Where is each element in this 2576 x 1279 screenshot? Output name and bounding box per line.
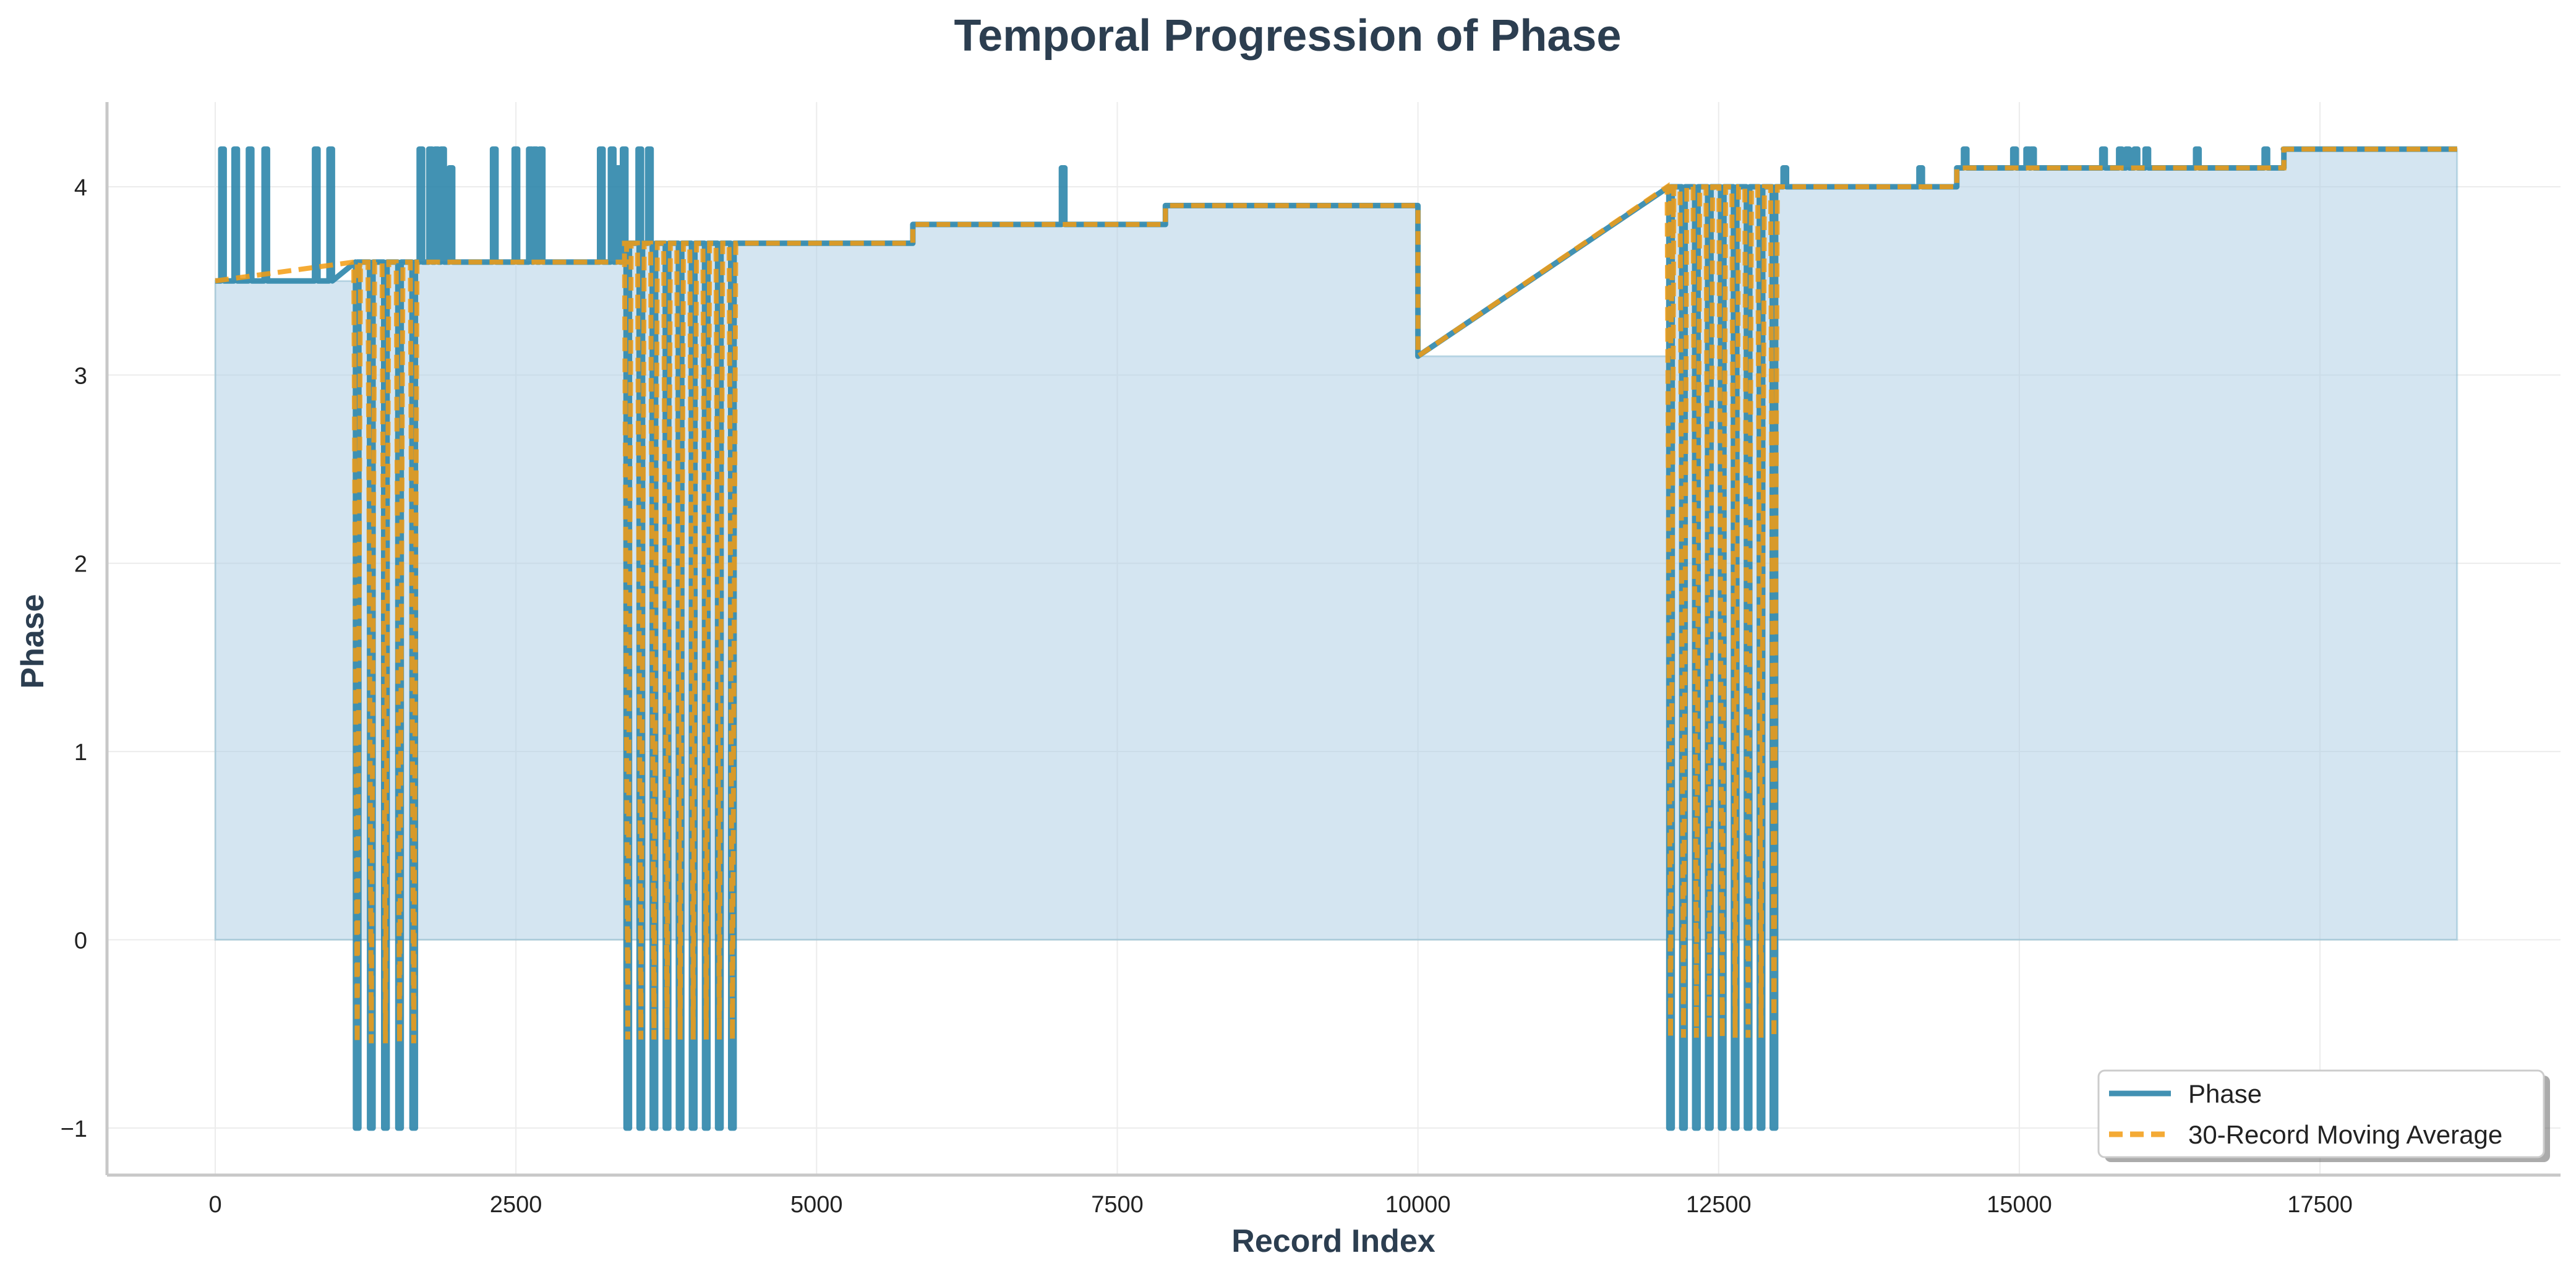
- chart-title: Temporal Progression of Phase: [954, 11, 1622, 61]
- y-tick-label: 0: [74, 928, 87, 954]
- y-tick-label: 4: [74, 175, 87, 201]
- y-axis-ticks: −1 0 1 2 3 4: [61, 175, 87, 1142]
- x-tick-label: 2500: [490, 1192, 542, 1218]
- x-axis-label: Record Index: [1231, 1223, 1435, 1259]
- moving-average-series: [215, 147, 2457, 1043]
- x-axis-ticks: 0 2500 5000 7500 10000 12500 15000 17500: [208, 1192, 2352, 1218]
- y-tick-label: 3: [74, 363, 87, 389]
- legend-ma-label: 30-Record Moving Average: [2188, 1120, 2502, 1149]
- y-tick-label: 2: [74, 552, 87, 578]
- x-tick-label: 5000: [790, 1192, 843, 1218]
- phase-area-fill: [214, 148, 2458, 941]
- x-tick-label: 7500: [1091, 1192, 1144, 1218]
- legend-phase-label: Phase: [2188, 1079, 2262, 1108]
- x-tick-label: 17500: [2287, 1192, 2353, 1218]
- x-tick-label: 15000: [1987, 1192, 2052, 1218]
- x-tick-label: 0: [208, 1192, 221, 1218]
- x-tick-label: 10000: [1385, 1192, 1451, 1218]
- y-tick-label: −1: [61, 1116, 87, 1142]
- legend-box: [2097, 1069, 2545, 1158]
- legend: Phase 30-Record Moving Average: [2097, 1069, 2550, 1162]
- x-tick-label: 12500: [1686, 1192, 1752, 1218]
- phase-fill-area: [214, 148, 2458, 941]
- y-axis-label: Phase: [15, 594, 51, 688]
- y-tick-label: 1: [74, 740, 87, 766]
- moving-average-line-path: [215, 147, 2457, 1043]
